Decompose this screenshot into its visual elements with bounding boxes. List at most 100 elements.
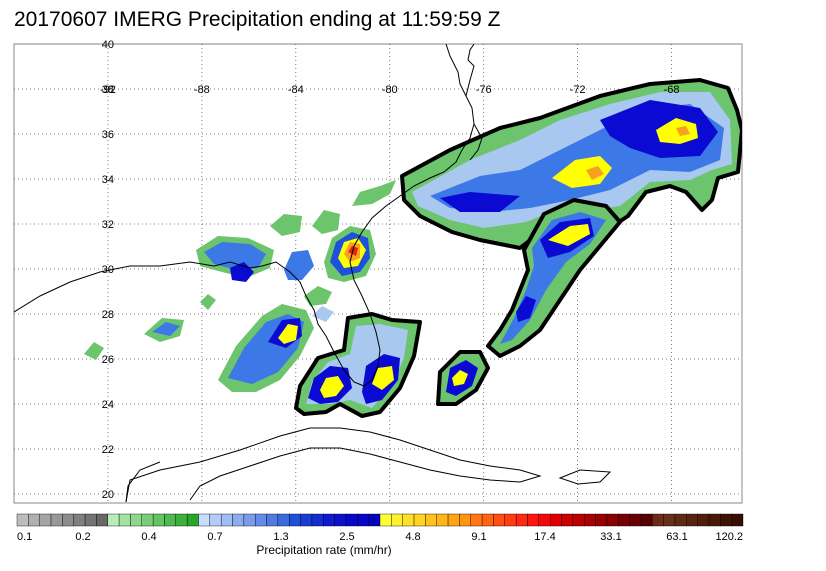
colorbar-swatch: [198, 513, 211, 527]
precip-offshore-line-deep2: [516, 296, 536, 322]
colorbar-swatch: [629, 513, 642, 527]
colorbar-swatch: [413, 513, 426, 527]
colorbar-swatch: [459, 513, 471, 527]
colorbar-swatch: [595, 513, 608, 527]
precip-ne-core-yellow2: [656, 118, 698, 144]
colorbar-swatch: [300, 513, 313, 527]
colorbar-swatch: [663, 513, 676, 527]
colorbar-swatch: [515, 513, 528, 527]
precip-sfl-yellow-w: [320, 376, 344, 398]
colorbar-swatch: [686, 513, 698, 527]
precip-ne-band-deep: [440, 192, 520, 212]
longitude-tick-label: -84: [288, 84, 304, 96]
colorbar-tick-label: 0.2: [75, 531, 90, 543]
precip-gulf-coast-cell-4: [312, 210, 340, 234]
precip-gulf-coast-cell-3: [270, 214, 302, 236]
colorbar-swatch: [16, 513, 29, 527]
longitude-tick-label: -68: [664, 84, 680, 96]
colorbar-swatch: [266, 513, 279, 527]
colorbar-tick-label: 1.3: [273, 531, 288, 543]
precip-sfl-yellow-e: [372, 366, 394, 390]
colorbar-swatch: [107, 513, 120, 527]
colorbar-swatch: [141, 513, 154, 527]
colorbar-swatch: [549, 513, 562, 527]
colorbar-swatch: [243, 513, 256, 527]
colorbar-swatch: [28, 513, 40, 527]
coastline-yucatan: [125, 461, 161, 503]
colorbar-tick-label: 4.8: [405, 531, 420, 543]
colorbar-swatch: [640, 513, 653, 527]
colorbar-tick-label: 0.4: [141, 531, 156, 543]
precip-gulf-coast-cell-2: [284, 250, 314, 280]
precip-ne-core-yellow: [552, 156, 612, 188]
latitude-tick-label: 36: [102, 129, 114, 141]
precip-gulf-coast-cell-5: [352, 180, 396, 206]
coastline-cuba: [125, 427, 542, 503]
coastline-us-gulf: [14, 44, 475, 387]
precip-ne-core-orange2: [676, 126, 690, 136]
colorbar-swatch: [538, 513, 551, 527]
latitude-labels: 40 38 36 34 32 30 28 26 24 22 20: [102, 39, 114, 501]
colorbar-swatch: [527, 513, 540, 527]
latitude-tick-label: 26: [102, 354, 114, 366]
colorbar-swatch: [96, 513, 108, 527]
colorbar-swatch: [277, 513, 290, 527]
colorbar-tick-label: 0.1: [17, 531, 32, 543]
precip-fl-panhandle-cell-b: [312, 306, 334, 322]
colorbar-swatch: [606, 513, 619, 527]
precip-gulf-coast-cell-8: [200, 294, 216, 310]
latitude-tick-label: 28: [102, 309, 114, 321]
map-title: 20170607 IMERG Precipitation ending at 1…: [14, 8, 501, 31]
coastline-chesapeake: [465, 44, 475, 97]
colorbar-title: Precipitation rate (mm/hr): [256, 543, 391, 557]
colorbar-swatch: [720, 513, 732, 527]
latitude-tick-label: 40: [102, 39, 114, 51]
colorbar-swatch: [731, 513, 744, 527]
colorbar-swatch: [470, 513, 483, 527]
colorbar-swatch: [368, 513, 381, 527]
precip-gulf-coast-cell-6b: [152, 322, 180, 336]
longitude-tick-label: -76: [476, 84, 492, 96]
colorbar-swatch: [73, 513, 86, 527]
colorbar-swatch: [697, 513, 710, 527]
precip-gulf-coast-cell-1b: [204, 242, 266, 270]
colorbar-labels: 0.1 0.2 0.4 0.7 1.3 2.5 4.8 9.1 17.4 33.1 63.1 120.…: [17, 531, 743, 543]
coastline-outer-banks: [469, 123, 483, 161]
colorbar-swatch: [84, 513, 97, 527]
colorbar-swatch: [209, 513, 222, 527]
coastline-hispaniola: [558, 469, 612, 485]
precip-gulf-band-yellow: [278, 324, 298, 344]
latitude-tick-label: 32: [102, 219, 114, 231]
colorbar-tick-label: 0.7: [207, 531, 222, 543]
latitude-tick-label: 22: [102, 444, 114, 456]
colorbar-swatch: [186, 513, 199, 527]
coastlines: [14, 44, 612, 503]
precip-offshore-line-yellow: [548, 224, 590, 246]
colorbar-swatch: [50, 513, 63, 527]
colorbar-swatch: [674, 513, 687, 527]
colorbar-swatch: [436, 513, 449, 527]
colorbar-swatch: [175, 513, 188, 527]
colorbar-swatch: [255, 513, 267, 527]
colorbar-swatch: [402, 513, 415, 527]
precip-bahamas-yellow: [452, 370, 468, 386]
colorbar-swatch: [232, 513, 245, 527]
colorbar-swatch: [618, 513, 630, 527]
colorbar-swatch: [561, 513, 574, 527]
colorbar-swatch: [62, 513, 74, 527]
colorbar-swatch: [425, 513, 437, 527]
latitude-tick-label: 20: [102, 489, 114, 501]
colorbar-swatch: [447, 513, 460, 527]
colorbar-swatch: [572, 513, 585, 527]
colorbar-swatch: [323, 513, 335, 527]
colorbar-swatch: [481, 513, 494, 527]
colorbar-swatch: [164, 513, 177, 527]
latitude-tick-label: 38: [102, 84, 114, 96]
precip-fl-panhandle-cell: [304, 286, 332, 306]
colorbar-swatch: [504, 513, 517, 527]
colorbar-swatch: [391, 513, 403, 527]
colorbar-tick-label: 17.4: [534, 531, 555, 543]
latitude-tick-label: 30: [102, 264, 114, 276]
colorbar-swatch: [708, 513, 721, 527]
